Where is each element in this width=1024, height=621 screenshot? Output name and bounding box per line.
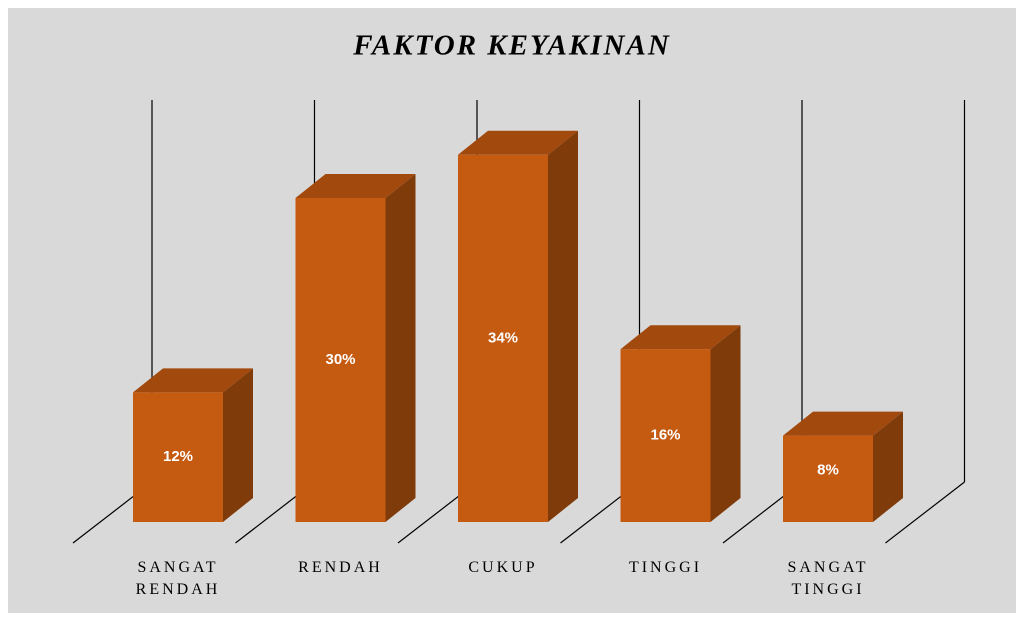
- bar-side: [548, 130, 578, 523]
- data-label: 12%: [163, 448, 193, 465]
- bar: [458, 154, 548, 523]
- bar-top: [783, 411, 903, 436]
- bar-side: [223, 368, 253, 522]
- bar: [133, 392, 223, 522]
- data-label: 16%: [650, 427, 680, 444]
- data-label: 8%: [817, 461, 839, 478]
- bar: [783, 435, 873, 522]
- data-label: 34%: [488, 329, 518, 346]
- bar-top: [295, 174, 416, 198]
- x-tick-label: SANGAT TINGGI: [787, 559, 869, 598]
- x-tick-label: TINGGI: [628, 559, 703, 576]
- bar-side: [385, 174, 416, 522]
- x-tick-label: CUKUP: [468, 559, 538, 576]
- bar-side: [710, 325, 741, 522]
- x-tick-label: SANGAT RENDAH: [135, 559, 221, 598]
- floor-line: [885, 481, 965, 544]
- bar-top: [133, 368, 253, 393]
- data-label: 30%: [325, 351, 355, 368]
- bar-side: [873, 411, 903, 522]
- chart-title: FAKTOR KEYAKINAN: [352, 30, 671, 62]
- bar-top: [620, 325, 741, 350]
- bar: [620, 349, 711, 522]
- bar-top: [458, 130, 578, 155]
- x-tick-label: RENDAH: [298, 559, 383, 576]
- bar: [295, 198, 386, 522]
